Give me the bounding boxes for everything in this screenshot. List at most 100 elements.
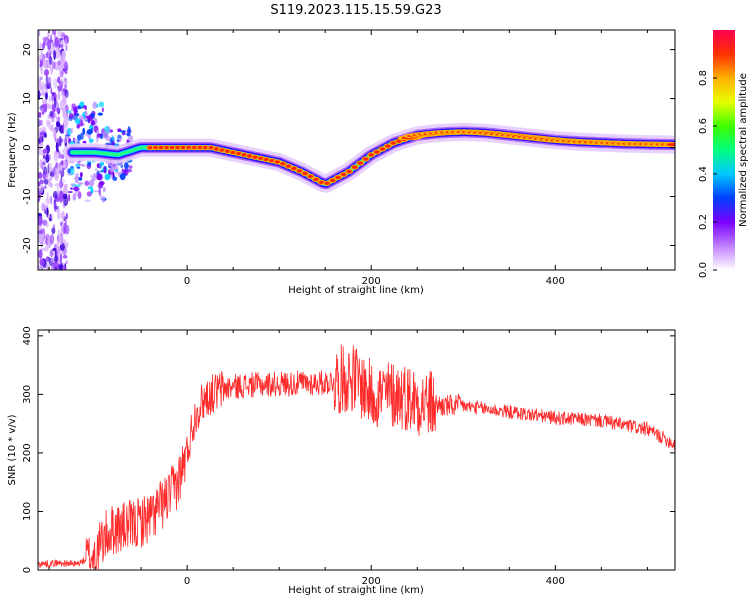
noise-blob bbox=[54, 36, 59, 48]
noise-blob bbox=[96, 173, 103, 181]
noise-blob bbox=[58, 189, 64, 200]
noise-blob bbox=[99, 194, 103, 200]
noise-blob bbox=[59, 180, 63, 189]
ridge-core bbox=[224, 149, 231, 153]
noise-blob bbox=[59, 254, 63, 266]
noise-blob bbox=[62, 218, 65, 225]
noise-blob bbox=[38, 75, 43, 82]
noise-blob bbox=[124, 162, 129, 170]
noise-blob bbox=[59, 49, 61, 54]
noise-blob bbox=[70, 187, 73, 190]
noise-blob bbox=[66, 110, 72, 114]
noise-blob bbox=[66, 135, 70, 140]
spectrogram-heat-layer bbox=[38, 30, 675, 270]
colorbar-tick-label: 0.8 bbox=[698, 70, 709, 86]
noise-blob bbox=[49, 176, 53, 181]
ridge-core bbox=[374, 150, 380, 154]
noise-blob bbox=[62, 188, 67, 194]
noise-blob bbox=[50, 195, 53, 205]
noise-blob bbox=[79, 132, 84, 140]
noise-blob bbox=[41, 203, 45, 212]
noise-blob bbox=[48, 162, 52, 167]
noise-blob bbox=[39, 42, 42, 50]
spectrogram-ylabel: Frequency (Hz) bbox=[7, 112, 18, 188]
noise-blob bbox=[49, 39, 53, 44]
noise-blob bbox=[38, 265, 42, 270]
ridge-core bbox=[274, 160, 281, 164]
ridge-core bbox=[340, 172, 347, 177]
ridge-core bbox=[169, 145, 176, 150]
noise-blob bbox=[79, 101, 85, 108]
noise-blob bbox=[77, 191, 82, 199]
noise-blob bbox=[92, 173, 97, 179]
noise-blob bbox=[38, 234, 41, 243]
snr-ytick-label: 200 bbox=[22, 443, 33, 462]
noise-blob bbox=[73, 138, 78, 142]
figure-title: S119.2023.115.15.59.G23 bbox=[270, 3, 441, 18]
ridge-core bbox=[385, 144, 391, 148]
ridge-core bbox=[313, 177, 319, 182]
snr-panel: 0 200 400 0 100 200 300 400 Height of straight … bbox=[7, 326, 676, 596]
noise-blob bbox=[39, 159, 42, 169]
noise-blob bbox=[43, 171, 49, 179]
noise-blob bbox=[39, 258, 45, 267]
noise-blob bbox=[58, 80, 64, 91]
noise-blob bbox=[67, 168, 71, 174]
noise-blob bbox=[98, 101, 105, 108]
noise-blob bbox=[101, 107, 104, 113]
noise-blob bbox=[52, 106, 56, 113]
noise-blob bbox=[64, 219, 67, 229]
ridge-core bbox=[180, 145, 187, 150]
noise-blob bbox=[54, 255, 58, 263]
noise-blob bbox=[102, 131, 109, 139]
ridge-core bbox=[324, 181, 330, 185]
noise-blob bbox=[43, 178, 49, 185]
noise-blob bbox=[58, 135, 62, 147]
noise-blob bbox=[50, 213, 54, 220]
noise-blob bbox=[116, 139, 122, 142]
ridge-core bbox=[263, 157, 270, 162]
noise-blob bbox=[61, 160, 64, 166]
noise-blob bbox=[94, 168, 98, 172]
noise-blob bbox=[87, 134, 91, 140]
noise-blob bbox=[54, 113, 57, 119]
ridge-core bbox=[357, 161, 364, 165]
noise-blob bbox=[61, 50, 66, 61]
noise-blob bbox=[90, 127, 93, 134]
ridge-core bbox=[318, 180, 325, 184]
noise-blob bbox=[112, 171, 115, 178]
colorbar: 0.0 0.2 0.4 0.6 0.8 Normalized spectral ampl… bbox=[698, 30, 749, 278]
noise-blob bbox=[104, 173, 111, 181]
noise-blob bbox=[68, 193, 71, 202]
snr-plot-area bbox=[38, 330, 675, 570]
noise-blob bbox=[80, 172, 83, 178]
noise-blob bbox=[58, 38, 62, 45]
noise-blob bbox=[48, 119, 51, 131]
spectrogram-ytick-label: -20 bbox=[22, 237, 33, 253]
spectrogram-panel: 0 200 400 -20 -10 0 10 20 Height of straight li… bbox=[7, 29, 676, 296]
noise-blob bbox=[38, 172, 43, 179]
ridge-core bbox=[296, 169, 303, 173]
noise-blob bbox=[63, 76, 66, 83]
noise-blob bbox=[41, 42, 46, 50]
noise-blob bbox=[52, 224, 56, 230]
snr-ytick-label: 0 bbox=[22, 567, 33, 573]
ridge-core bbox=[346, 169, 352, 174]
noise-blob bbox=[126, 132, 131, 137]
noise-blob bbox=[56, 186, 60, 197]
noise-blob bbox=[59, 235, 64, 245]
noise-blob bbox=[43, 37, 47, 42]
noise-blob bbox=[51, 94, 54, 102]
colorbar-ticks: 0.0 0.2 0.4 0.6 0.8 bbox=[698, 70, 717, 278]
noise-blob bbox=[78, 115, 85, 120]
noise-blob bbox=[58, 151, 62, 159]
noise-blob bbox=[57, 116, 60, 123]
noise-blob bbox=[110, 165, 114, 172]
noise-blob bbox=[60, 91, 65, 98]
noise-blob bbox=[49, 124, 54, 132]
ridge-core bbox=[164, 145, 170, 150]
noise-blob bbox=[63, 239, 66, 245]
noise-blob bbox=[121, 168, 125, 174]
ridge-core bbox=[258, 156, 264, 160]
noise-blob bbox=[71, 103, 76, 109]
